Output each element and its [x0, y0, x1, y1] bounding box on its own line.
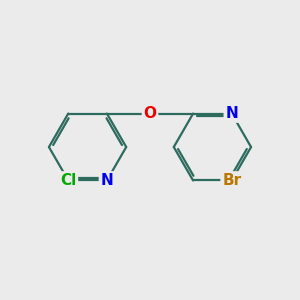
Text: N: N	[100, 173, 113, 188]
Text: Br: Br	[222, 173, 241, 188]
Text: N: N	[225, 106, 238, 121]
Text: O: O	[143, 106, 157, 121]
Text: Cl: Cl	[60, 173, 76, 188]
